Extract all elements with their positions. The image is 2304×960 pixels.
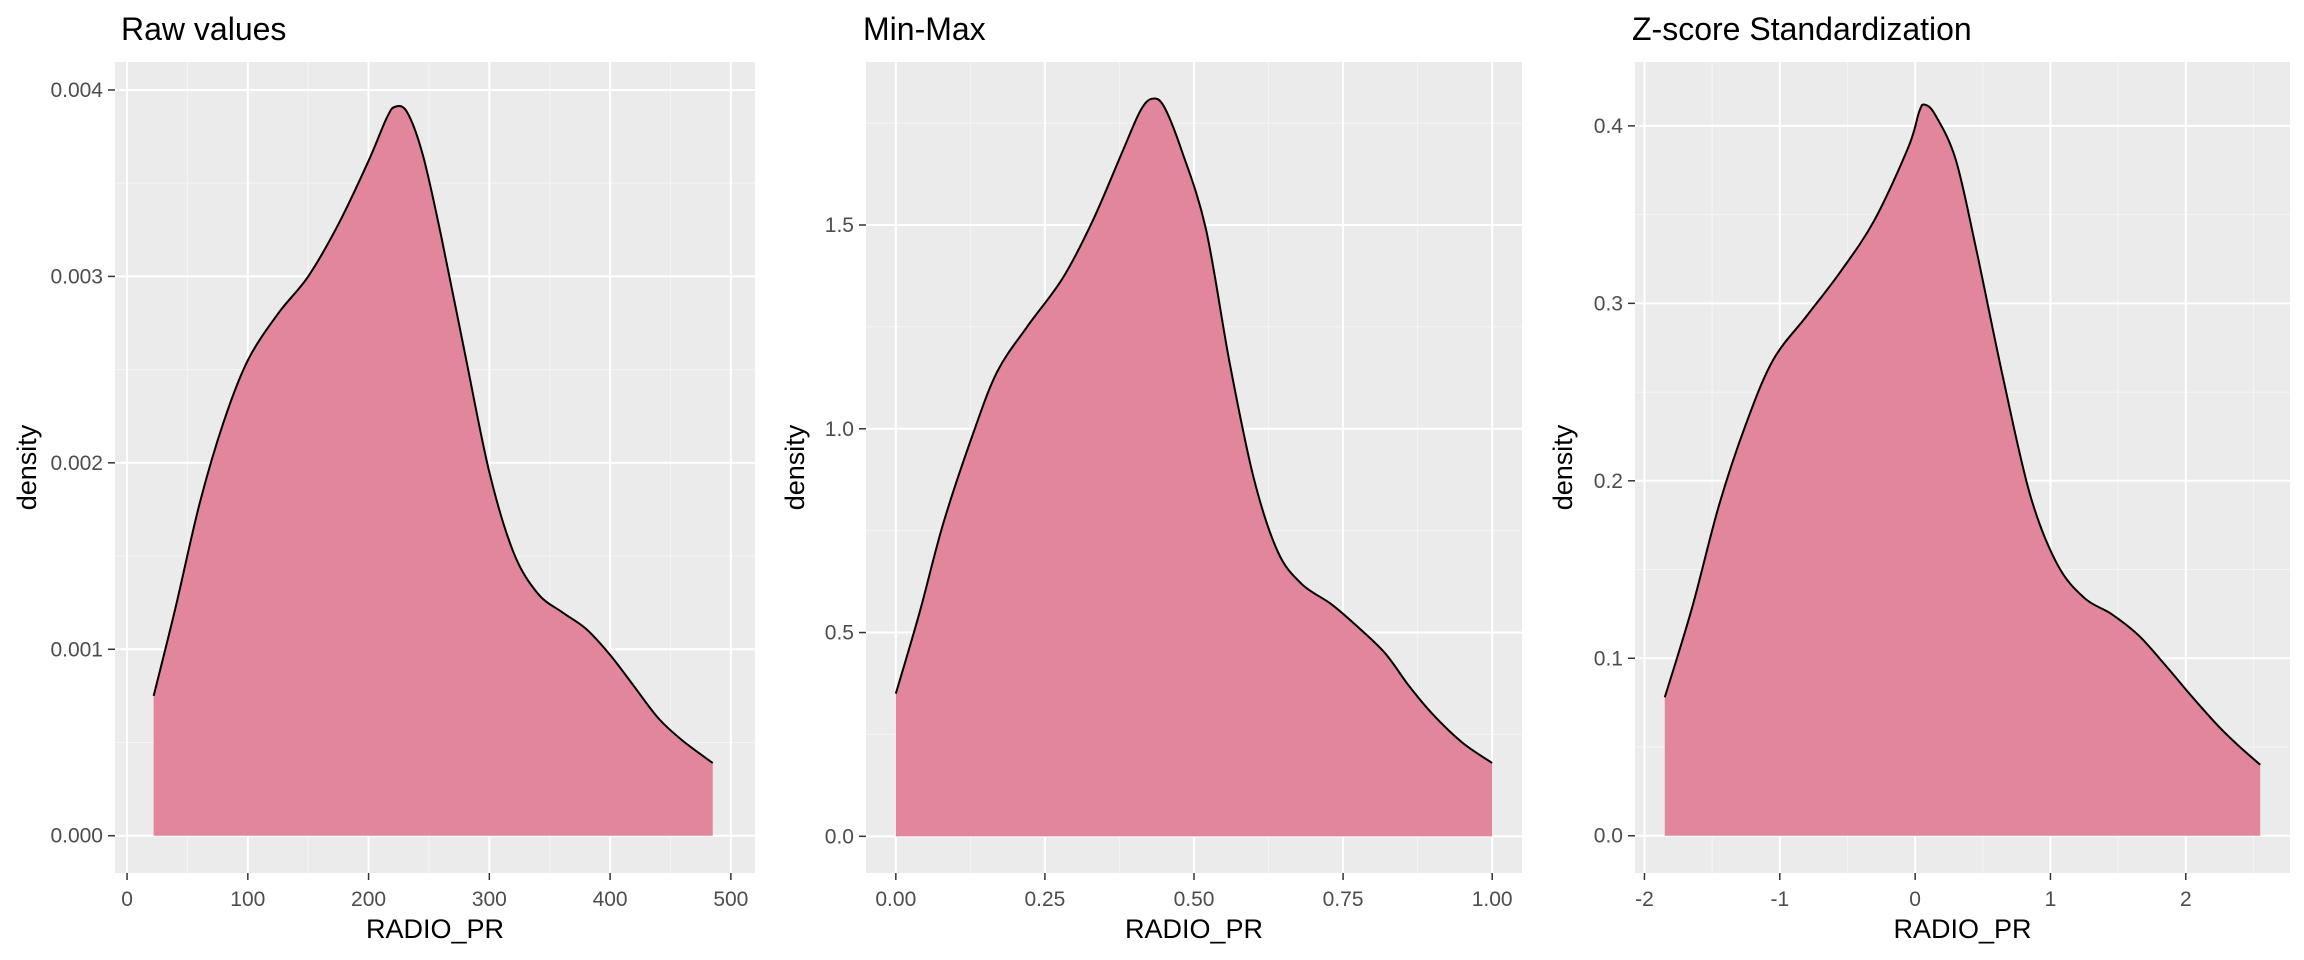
panel-3: -2 -1 0 1 2 0.0 0.1 0.2 0.3 0.4 Z-score Standardiz… <box>1548 11 2290 944</box>
y-tick-label: 0.000 <box>50 825 103 848</box>
density-area <box>1664 104 2261 836</box>
x-axis-title: RADIO_PR <box>1125 914 1263 944</box>
y-axis-title: density <box>12 424 42 510</box>
x-tick-label: 0 <box>1909 888 1921 911</box>
y-tick-label: 0.4 <box>1594 115 1624 138</box>
x-tick-label: 0.25 <box>1024 888 1065 911</box>
x-tick-label: 300 <box>472 888 507 911</box>
y-tick-label: 1.5 <box>825 214 854 237</box>
x-tick-label: 400 <box>593 888 628 911</box>
x-tick-label: 100 <box>230 888 265 911</box>
y-axis-title: density <box>780 424 810 510</box>
panel-title: Min-Max <box>863 11 986 47</box>
y-tick-label: 0.003 <box>50 265 103 288</box>
y-tick-label: 0.1 <box>1594 647 1623 670</box>
y-tick-label: 0.0 <box>825 825 854 848</box>
density-line <box>152 104 714 764</box>
x-tick-label: 0 <box>121 888 133 911</box>
x-tick-label: 1 <box>2045 888 2057 911</box>
x-tick-label: 0.00 <box>875 888 916 911</box>
y-tick-label: 0.002 <box>50 452 103 475</box>
x-tick-label: 1.00 <box>1472 888 1513 911</box>
y-tick-label: 0.0 <box>1594 825 1623 848</box>
y-tick-label: 0.5 <box>825 622 854 645</box>
y-tick-label: 0.001 <box>50 638 103 661</box>
y-tick-label: 0.2 <box>1594 470 1623 493</box>
x-axis-title: RADIO_PR <box>1893 914 2031 944</box>
panel-title: Raw values <box>121 11 286 47</box>
y-tick-label: 0.3 <box>1594 292 1623 315</box>
x-tick-label: 0.75 <box>1323 888 1364 911</box>
x-tick-label: -1 <box>1770 888 1789 911</box>
density-area <box>153 105 713 836</box>
y-axis-title: density <box>1548 424 1578 510</box>
y-tick-label: 0.004 <box>50 79 103 102</box>
density-area <box>895 98 1493 837</box>
density-line <box>1663 103 2261 766</box>
x-tick-label: -2 <box>1635 888 1654 911</box>
panel-title: Z-score Standardization <box>1632 11 1972 47</box>
panel-2: 0.00 0.25 0.50 0.75 1.00 0.0 0.5 1.0 1.5 Min-Max R… <box>780 11 1522 944</box>
x-axis-title: RADIO_PR <box>366 914 504 944</box>
x-tick-label: 200 <box>351 888 386 911</box>
x-tick-label: 2 <box>2180 888 2192 911</box>
x-tick-label: 0.50 <box>1174 888 1215 911</box>
y-tick-label: 1.0 <box>825 418 854 441</box>
panel-1: 0 100 200 300 400 500 0.000 0.001 0.002 0.003 0.00… <box>12 11 755 944</box>
x-tick-label: 500 <box>713 888 748 911</box>
density-line <box>894 97 1493 764</box>
